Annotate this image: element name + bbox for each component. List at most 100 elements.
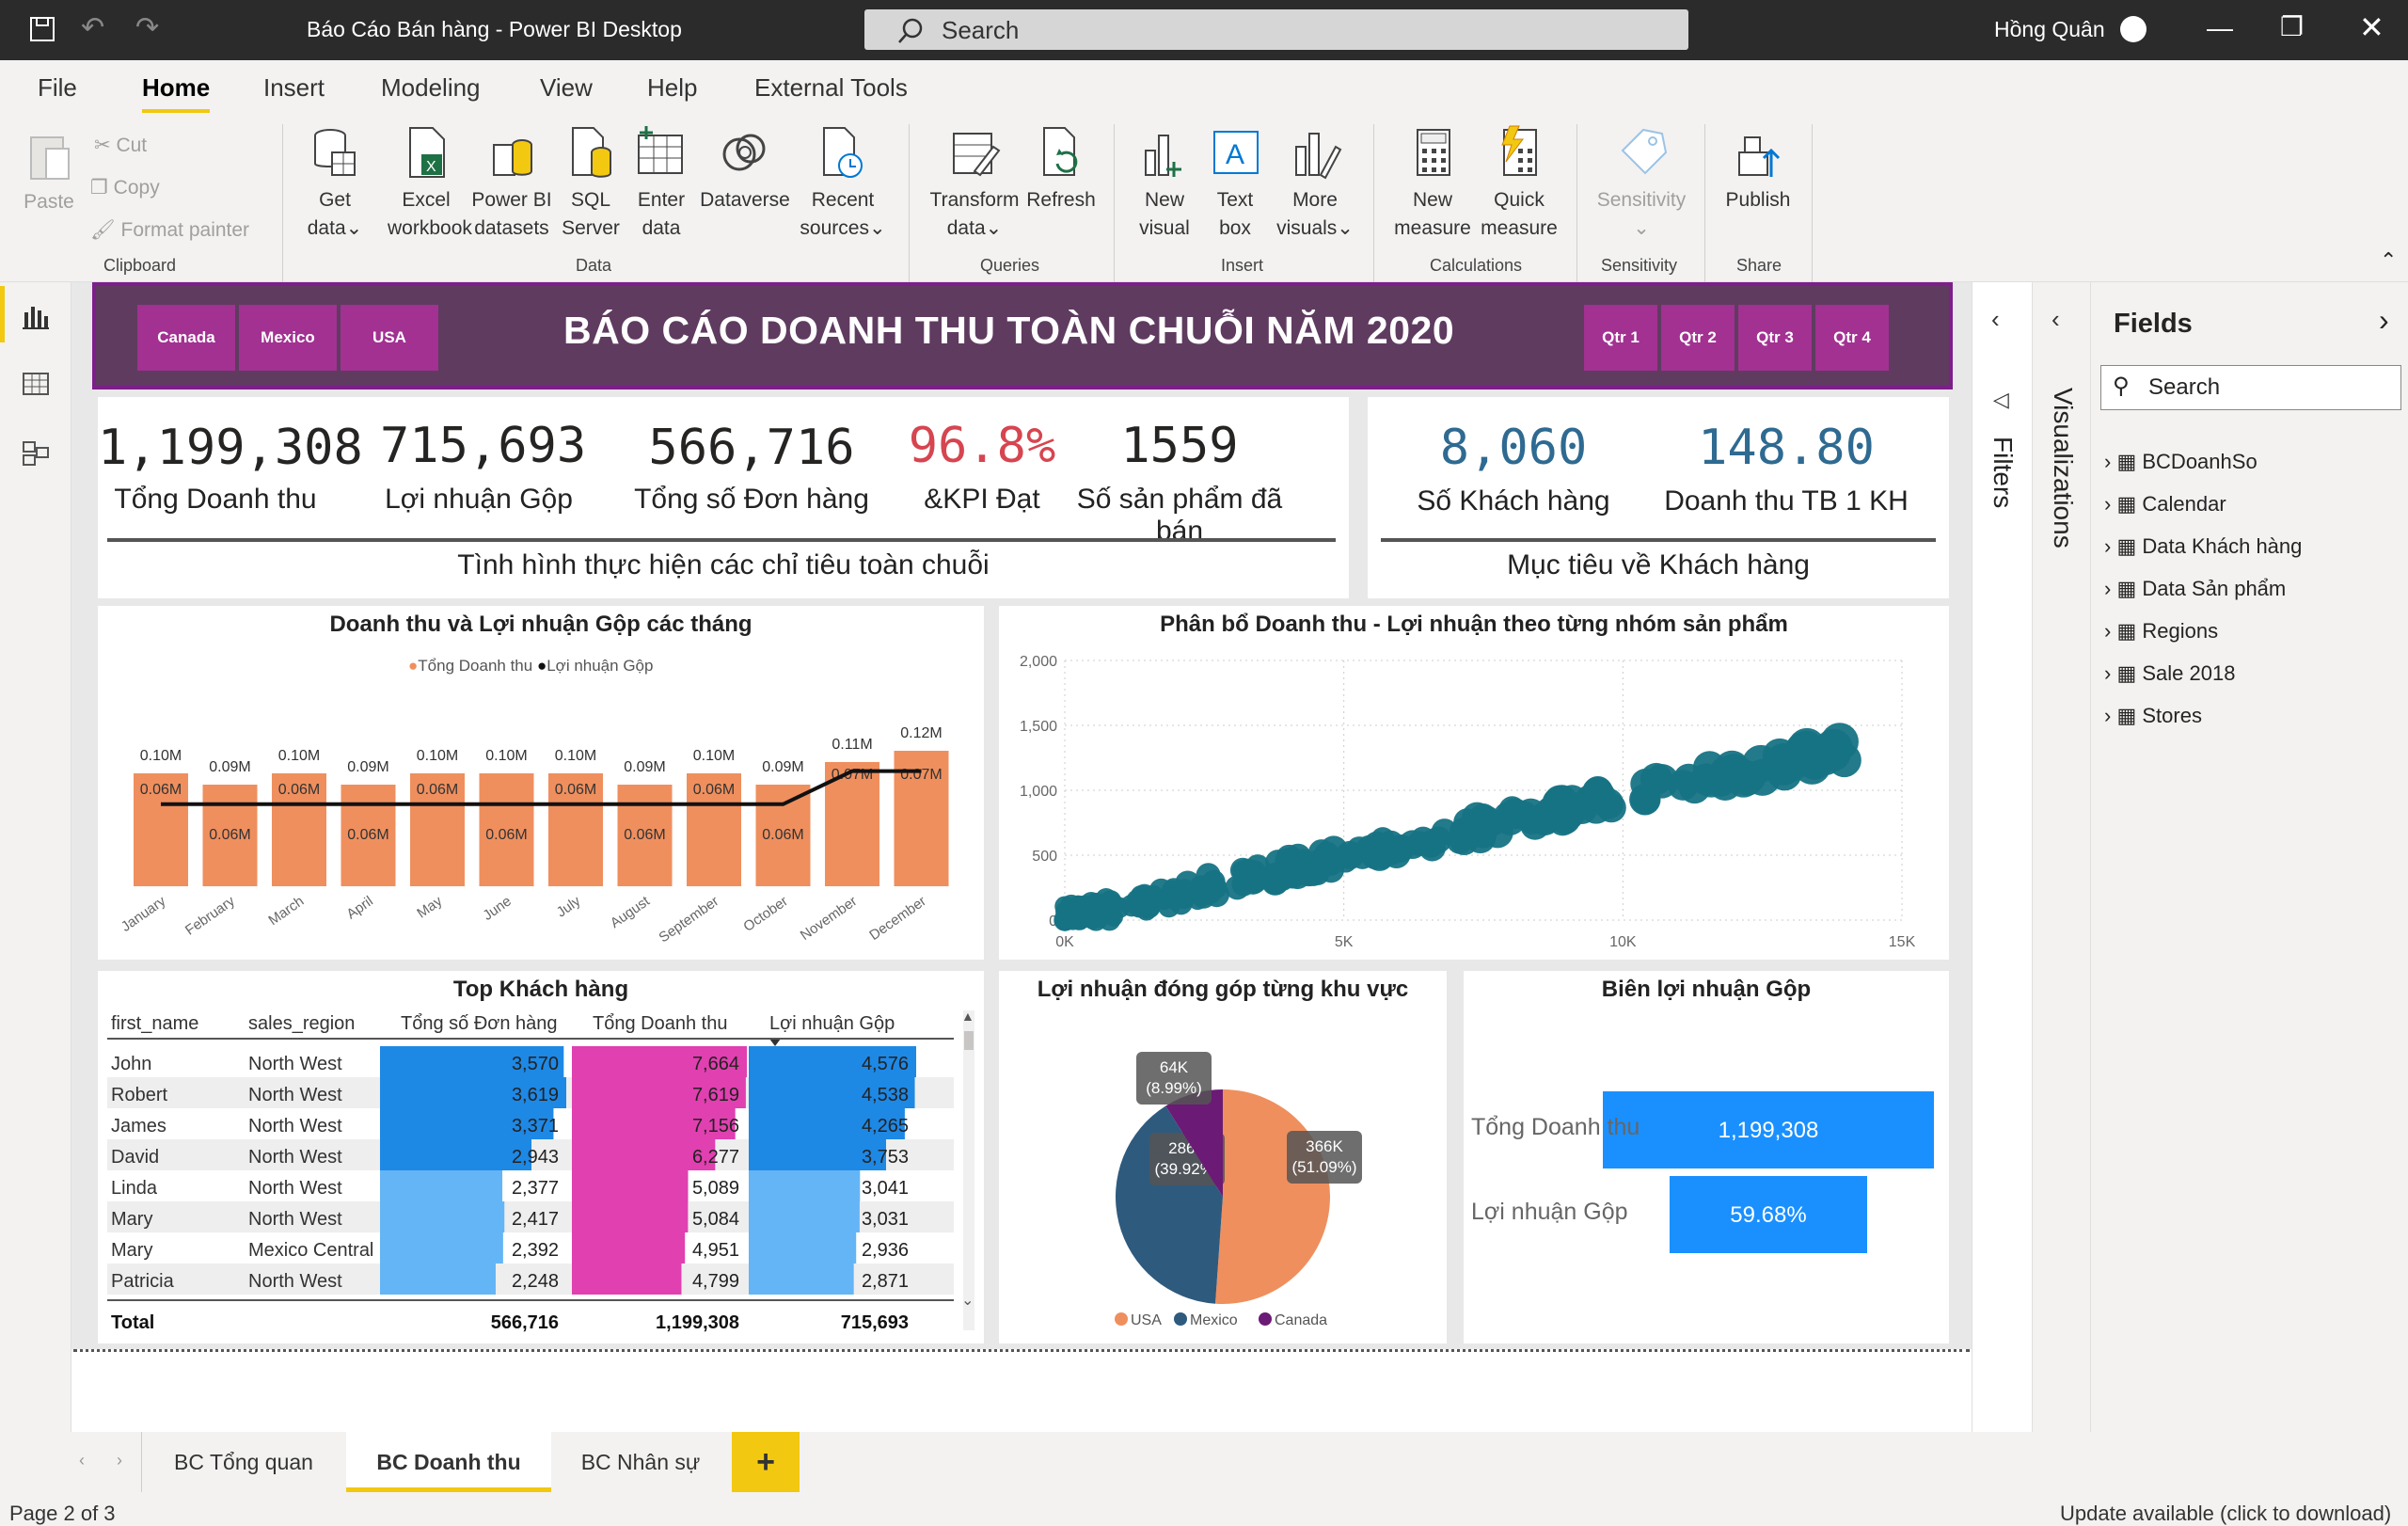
restore-icon[interactable]: ❐ [2280,12,2305,41]
sensitivity-button[interactable]: Sensitivity ⌄ [1590,124,1693,243]
transform-data-button[interactable]: Transform data⌄ [926,124,1023,243]
collapse-ribbon-icon[interactable]: ⌃ [2380,248,2398,272]
fields-search-input[interactable]: ⚲ Search [2100,365,2401,410]
slicer-qtr1[interactable]: Qtr 1 [1584,305,1657,371]
menu-home[interactable]: Home [142,73,211,114]
power-bi-datasets-button[interactable]: Power BI datasets [468,124,555,243]
refresh-button[interactable]: Refresh [1025,124,1097,215]
bar-label-revenue: 0.09M [762,759,803,775]
chevron-left-icon[interactable]: ‹ [2052,305,2060,333]
top-customers-card[interactable]: Top Khách hàng first_name sales_region Tổn… [98,971,984,1343]
menu-file[interactable]: File [38,73,77,102]
scatter-chart-title: Phân bổ Doanh thu - Lợi nhuận theo từng … [1160,612,1788,637]
pie-slice-usa [1215,1089,1330,1304]
enter-data-label-2: data [642,217,681,239]
menu-insert[interactable]: Insert [263,73,325,102]
paste-button[interactable]: Paste [21,128,77,216]
table-icon: ▦ [2116,534,2137,558]
slicer-mexico[interactable]: Mexico [239,305,337,371]
bar-september [687,773,741,886]
redo-icon[interactable]: ↷ [135,12,160,43]
undo-icon[interactable]: ↶ [81,12,105,43]
add-page-button[interactable]: + [732,1432,800,1492]
search-input[interactable]: Search [864,9,1688,50]
kpi-card[interactable]: 1,199,308 Tổng Doanh thu 715,693 Lợi nhu… [98,397,1349,598]
visualizations-pane[interactable]: ‹ Visualizations [2032,282,2090,1496]
plus-icon: + [756,1444,775,1480]
monthly-chart-card[interactable]: Doanh thu và Lợi nhuận Gộp các tháng ●Tổ… [98,606,984,960]
pie-label-pct: (51.09%) [1292,1158,1357,1176]
visualizations-label[interactable]: Visualizations [2049,388,2078,548]
menu-external-tools[interactable]: External Tools [754,73,908,102]
format-painter-button[interactable]: 🖌 Format painter [90,216,249,245]
user-name[interactable]: Hồng Quân [1994,17,2105,41]
dataverse-button[interactable]: Dataverse [698,124,792,215]
pie-chart-card[interactable]: Lợi nhuận đóng góp từng khu vực 366K (51.… [999,971,1447,1343]
scroll-up-icon[interactable]: ▲ [961,1009,974,1024]
slicer-canada[interactable]: Canada [137,305,235,371]
copy-button[interactable]: ❐ Copy [90,174,160,202]
margin-card[interactable]: Biên lợi nhuận Gộp 1,199,308 Tổng Doanh t… [1464,971,1949,1343]
save-icon[interactable] [28,15,56,43]
field-table-2[interactable]: › ▦ Data Khách hàng [2104,534,2302,559]
customer-kpi-card[interactable]: 8,060 Số Khách hàng 148.80 Doanh thu TB … [1368,397,1949,598]
report-view-icon[interactable] [21,301,51,331]
tab-bc-doanh-thu[interactable]: BC Doanh thu [346,1432,551,1492]
bar-label-profit: 0.06M [140,782,182,798]
data-view-icon[interactable] [21,369,51,399]
group-label-insert: Insert [1221,256,1264,275]
tab-bc-tong-quan[interactable]: BC Tổng quan [174,1450,313,1474]
menu-help[interactable]: Help [647,73,698,102]
get-data-button[interactable]: Get data⌄ [303,124,367,243]
minimize-icon[interactable]: — [2207,13,2233,42]
sql-server-button[interactable]: SQL Server [561,124,621,243]
slicer-qtr2[interactable]: Qtr 2 [1661,305,1735,371]
tab-scroll-left-icon[interactable]: ‹ [79,1451,85,1470]
recent-sources-button[interactable]: Recent sources⌄ [796,124,890,243]
close-icon[interactable]: ✕ [2359,10,2384,44]
filters-label[interactable]: Filters [1988,437,2018,509]
chevron-left-icon[interactable]: ‹ [1991,305,2000,333]
chevron-right-icon[interactable]: › [2379,303,2389,337]
field-table-1[interactable]: › ▦ Calendar [2104,492,2226,517]
model-view-icon[interactable] [21,438,51,469]
slicer-qtr4[interactable]: Qtr 4 [1815,305,1889,371]
scatter-point [1236,858,1259,882]
data-bar [749,1170,861,1201]
menu-modeling[interactable]: Modeling [381,73,481,102]
quick-measure-label-1: Quick [1494,189,1545,211]
report-header: Canada Mexico USA BÁO CÁO DOANH THU TOÀN… [92,282,1953,389]
paste-icon [30,136,70,180]
refresh-label: Refresh [1026,189,1096,211]
data-bar [749,1201,860,1232]
publish-button[interactable]: Publish [1718,124,1798,215]
pbi-label-2: datasets [474,217,549,239]
filters-pane[interactable]: ‹ ◁ Filters [1972,282,2032,1496]
text-box-button[interactable]: A Text box [1204,124,1266,243]
scatter-chart-card[interactable]: Phân bổ Doanh thu - Lợi nhuận theo từng … [999,606,1949,960]
more-visuals-button[interactable]: More visuals⌄ [1275,124,1354,243]
new-measure-button[interactable]: New measure [1390,124,1475,243]
slicer-usa[interactable]: USA [341,305,438,371]
field-table-4[interactable]: › ▦ Regions [2104,619,2218,644]
field-table-0[interactable]: › ▦ BCDoanhSo [2104,450,2258,474]
field-table-5[interactable]: › ▦ Sale 2018 [2104,661,2235,686]
cut-button[interactable]: ✂ Cut [94,132,147,160]
field-table-6[interactable]: › ▦ Stores [2104,704,2202,728]
field-table-3[interactable]: › ▦ Data Sản phẩm [2104,577,2286,601]
kpi-value-customers: 8,060 [1439,420,1588,476]
menu-view[interactable]: View [540,73,593,102]
new-visual-button[interactable]: New visual [1133,124,1196,243]
scroll-down-icon[interactable]: ⌄ [961,1293,974,1309]
avatar[interactable] [2120,16,2147,42]
quick-measure-button[interactable]: Quick measure [1477,124,1561,243]
update-available-link[interactable]: Update available (click to download) [2060,1502,2392,1525]
ribbon-separator [1704,124,1705,282]
excel-workbook-button[interactable]: X Excel workbook [388,124,472,243]
cell-first-name: Robert [111,1085,167,1105]
slicer-qtr3[interactable]: Qtr 3 [1738,305,1812,371]
tab-bc-nhan-su[interactable]: BC Nhân sự [580,1450,701,1474]
enter-data-button[interactable]: Enter data [628,124,694,243]
tab-scroll-right-icon[interactable]: › [117,1451,122,1470]
table-scrollbar[interactable] [963,1010,974,1330]
